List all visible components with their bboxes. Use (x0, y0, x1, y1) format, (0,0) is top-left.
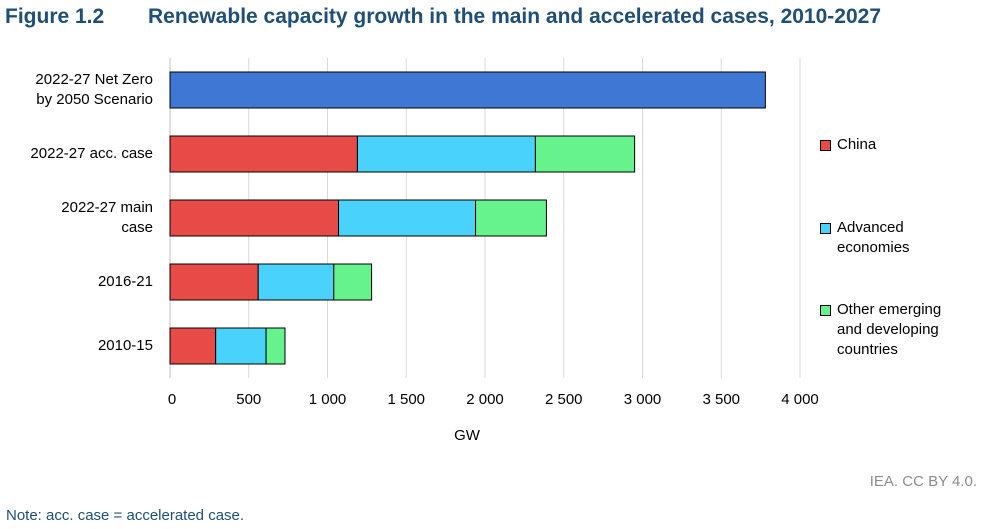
bar-other-emerging (265, 327, 286, 365)
category-label-line: 2022-27 acc. case (30, 145, 153, 162)
x-tick-label: 1 000 (309, 391, 347, 408)
x-tick-label: 1 500 (387, 391, 425, 408)
bar-other-emerging (333, 263, 373, 301)
category-label: 2016-21 (98, 272, 153, 292)
legend-label-line: Other emerging (837, 301, 942, 318)
bar-advanced-economies (257, 263, 335, 301)
x-tick-label: 4 000 (781, 391, 819, 408)
category-label-line: 2022-27 Net Zero (35, 71, 153, 88)
x-tick-label: 3 500 (702, 391, 740, 408)
category-label: 2010-15 (98, 336, 153, 356)
bar-china (169, 327, 217, 365)
legend-label-line: and developing (837, 321, 939, 338)
category-label-line: 2016-21 (97, 273, 153, 290)
legend-swatch (820, 305, 831, 316)
figure-number: Figure 1.2 (5, 5, 105, 28)
legend-label: Other emerging and developing countries (837, 300, 983, 360)
bar-china (169, 199, 340, 237)
legend-swatch (820, 223, 831, 234)
category-label-line: 2010-15 (97, 337, 153, 354)
footnote: Note: acc. case = accelerated case. (6, 507, 245, 524)
bar-china (169, 135, 358, 173)
legend-label-line: Advanced (837, 219, 904, 236)
legend-label-line: China (837, 136, 877, 153)
figure-header: Figure 1.2 Renewable capacity growth in … (5, 5, 975, 35)
bar-advanced-economies (356, 135, 536, 173)
legend-label-line: economies (837, 239, 910, 256)
category-label: 2022-27 acc. case (30, 144, 153, 164)
x-tick-label: 2 000 (466, 391, 504, 408)
x-tick-label: 2 500 (545, 391, 583, 408)
bar-advanced-economies (338, 199, 477, 237)
bar-advanced-economies (215, 327, 267, 365)
x-tick-label: 3 000 (624, 391, 662, 408)
category-label: 2022-27 Net Zero by 2050 Scenario (35, 70, 153, 110)
category-label-line: case (121, 219, 153, 236)
category-label-line: by 2050 Scenario (36, 91, 153, 108)
legend-label: Advanced economies (837, 218, 983, 258)
category-label-line: 2022-27 main (61, 199, 153, 216)
category-label: 2022-27 main case (61, 198, 153, 238)
chart-title: Renewable capacity growth in the main an… (148, 5, 882, 28)
bar-other-emerging (534, 135, 636, 173)
credit-text: IEA. CC BY 4.0. (869, 473, 977, 490)
bar-china (169, 263, 259, 301)
legend-label: China (837, 135, 983, 155)
x-tick-label: 500 (236, 391, 261, 408)
x-tick-label: 0 (168, 391, 176, 408)
bar-net-zero (169, 71, 766, 109)
x-axis-title: GW (454, 427, 481, 444)
legend-swatch (820, 140, 831, 151)
legend-label-line: countries (837, 341, 898, 358)
bar-other-emerging (475, 199, 547, 237)
